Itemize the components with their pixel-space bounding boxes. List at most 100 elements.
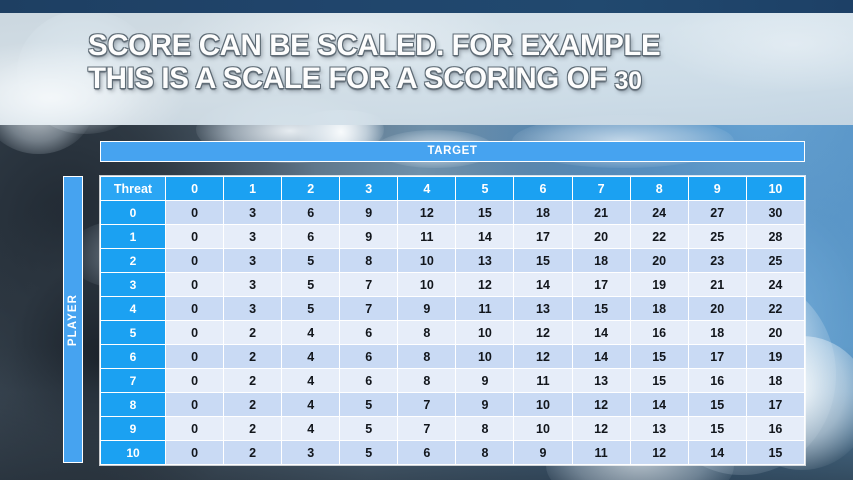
score-cell: 19 <box>745 344 806 369</box>
score-cell: 2 <box>223 416 283 441</box>
row-header-10: 10 <box>100 440 166 465</box>
corner-header-threat: Threat <box>100 176 166 201</box>
score-cell: 17 <box>571 272 631 297</box>
score-cell: 5 <box>281 248 341 273</box>
score-cell: 9 <box>455 392 515 417</box>
score-cell: 0 <box>164 320 225 345</box>
score-cell: 20 <box>571 224 631 249</box>
score-cell: 3 <box>223 296 283 321</box>
column-header-7: 7 <box>571 176 631 201</box>
score-cell: 15 <box>455 200 515 225</box>
score-cell: 4 <box>281 368 341 393</box>
score-cell: 4 <box>281 416 341 441</box>
row-header-6: 6 <box>100 344 166 369</box>
table-body: 0 0 3 6 9 12 15 18 21 24 27 30 1 0 3 6 9 11 14 17 20 22 25 28 2 0… <box>100 200 806 465</box>
column-header-5: 5 <box>455 176 515 201</box>
score-cell: 17 <box>513 224 573 249</box>
page-title: Score can be scaled. For example this is… <box>88 29 788 98</box>
score-cell: 0 <box>164 440 225 465</box>
score-cell: 20 <box>687 296 747 321</box>
table-row: 6 0 2 4 6 8 10 12 14 15 17 19 <box>100 344 806 369</box>
score-cell: 7 <box>339 272 399 297</box>
score-cell: 14 <box>571 320 631 345</box>
score-cell: 17 <box>687 344 747 369</box>
score-cell: 2 <box>223 320 283 345</box>
score-cell: 21 <box>687 272 747 297</box>
score-cell: 4 <box>281 344 341 369</box>
score-cell: 15 <box>629 344 689 369</box>
score-cell: 12 <box>571 416 631 441</box>
score-cell: 19 <box>629 272 689 297</box>
score-cell: 6 <box>339 344 399 369</box>
score-cell: 6 <box>281 200 341 225</box>
score-cell: 5 <box>339 392 399 417</box>
score-cell: 4 <box>281 392 341 417</box>
score-cell: 6 <box>281 224 341 249</box>
table-row: 10 0 2 3 5 6 8 9 11 12 14 15 <box>100 440 806 465</box>
score-cell: 21 <box>571 200 631 225</box>
score-cell: 9 <box>339 200 399 225</box>
score-cell: 2 <box>223 440 283 465</box>
target-axis-label: TARGET <box>427 145 478 157</box>
score-cell: 12 <box>513 344 573 369</box>
score-cell: 18 <box>745 368 806 393</box>
column-header-3: 3 <box>339 176 399 201</box>
row-header-8: 8 <box>100 392 166 417</box>
score-cell: 7 <box>339 296 399 321</box>
score-cell: 15 <box>687 392 747 417</box>
score-cell: 27 <box>687 200 747 225</box>
table-row: 1 0 3 6 9 11 14 17 20 22 25 28 <box>100 224 806 249</box>
score-cell: 14 <box>513 272 573 297</box>
score-matrix-table: Threat 0 1 2 3 4 5 6 7 8 9 10 0 0 3 6 9 12 15 18 21 24 27 30 1… <box>100 176 806 465</box>
row-header-9: 9 <box>100 416 166 441</box>
player-axis-label: PLAYER <box>67 293 79 346</box>
score-cell: 14 <box>629 392 689 417</box>
score-cell: 2 <box>223 344 283 369</box>
score-cell: 10 <box>513 392 573 417</box>
row-header-5: 5 <box>100 320 166 345</box>
score-cell: 12 <box>513 320 573 345</box>
score-cell: 8 <box>397 344 457 369</box>
score-cell: 0 <box>164 368 225 393</box>
score-cell: 2 <box>223 392 283 417</box>
table-row: 8 0 2 4 5 7 9 10 12 14 15 17 <box>100 392 806 417</box>
score-cell: 11 <box>397 224 457 249</box>
score-cell: 0 <box>164 296 225 321</box>
score-cell: 14 <box>571 344 631 369</box>
column-header-2: 2 <box>281 176 341 201</box>
score-cell: 15 <box>687 416 747 441</box>
score-cell: 11 <box>455 296 515 321</box>
score-cell: 3 <box>223 248 283 273</box>
score-cell: 6 <box>397 440 457 465</box>
score-cell: 22 <box>745 296 806 321</box>
score-cell: 13 <box>571 368 631 393</box>
column-header-9: 9 <box>687 176 747 201</box>
row-header-7: 7 <box>100 368 166 393</box>
score-cell: 3 <box>223 200 283 225</box>
score-cell: 10 <box>455 320 515 345</box>
score-cell: 5 <box>281 272 341 297</box>
score-cell: 8 <box>397 368 457 393</box>
row-header-4: 4 <box>100 296 166 321</box>
score-cell: 23 <box>687 248 747 273</box>
title-scoring-value: 30 <box>614 67 642 95</box>
score-cell: 17 <box>745 392 806 417</box>
score-cell: 7 <box>397 392 457 417</box>
score-cell: 4 <box>281 320 341 345</box>
score-cell: 24 <box>629 200 689 225</box>
title-band <box>0 13 853 125</box>
score-cell: 0 <box>164 200 225 225</box>
score-cell: 6 <box>339 368 399 393</box>
score-cell: 18 <box>687 320 747 345</box>
score-cell: 10 <box>513 416 573 441</box>
column-header-6: 6 <box>513 176 573 201</box>
score-cell: 25 <box>687 224 747 249</box>
score-cell: 0 <box>164 392 225 417</box>
row-header-1: 1 <box>100 224 166 249</box>
title-line-2-text: this is a scale for a scoring of <box>88 62 615 95</box>
score-cell: 14 <box>687 440 747 465</box>
score-cell: 18 <box>513 200 573 225</box>
score-cell: 0 <box>164 416 225 441</box>
score-cell: 12 <box>629 440 689 465</box>
score-cell: 9 <box>397 296 457 321</box>
